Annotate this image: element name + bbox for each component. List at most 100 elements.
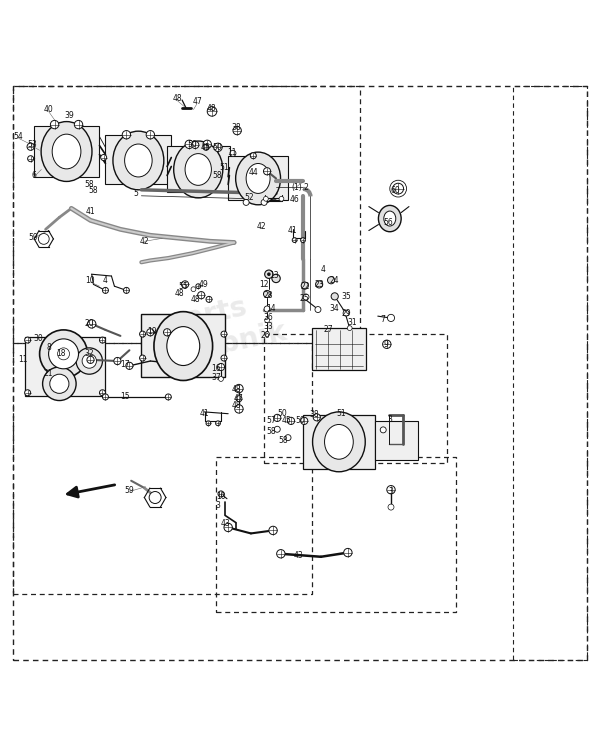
Circle shape bbox=[28, 156, 34, 162]
Circle shape bbox=[140, 331, 146, 337]
Circle shape bbox=[114, 357, 121, 365]
Text: 23: 23 bbox=[315, 280, 325, 289]
Circle shape bbox=[214, 143, 222, 151]
Circle shape bbox=[100, 337, 106, 343]
Circle shape bbox=[217, 363, 224, 371]
Circle shape bbox=[191, 141, 199, 148]
Text: 8: 8 bbox=[46, 342, 51, 352]
Text: 58: 58 bbox=[89, 186, 98, 195]
Text: 44: 44 bbox=[249, 168, 259, 177]
Circle shape bbox=[88, 320, 96, 328]
Bar bbox=[312, 328, 366, 370]
Circle shape bbox=[287, 417, 295, 424]
Circle shape bbox=[206, 421, 211, 426]
Circle shape bbox=[235, 405, 243, 413]
Text: 54: 54 bbox=[14, 132, 23, 141]
Circle shape bbox=[87, 357, 94, 363]
Circle shape bbox=[203, 140, 211, 148]
Text: 32: 32 bbox=[85, 348, 94, 358]
Circle shape bbox=[265, 270, 273, 278]
Circle shape bbox=[261, 199, 267, 205]
Text: 48: 48 bbox=[231, 401, 241, 410]
Text: 10: 10 bbox=[216, 492, 226, 501]
Text: 37: 37 bbox=[211, 373, 221, 382]
Text: 50: 50 bbox=[295, 416, 305, 425]
Text: 15: 15 bbox=[121, 392, 130, 401]
Text: 52: 52 bbox=[244, 193, 254, 202]
Text: 42: 42 bbox=[140, 236, 149, 245]
Text: 17: 17 bbox=[121, 360, 130, 369]
Circle shape bbox=[383, 340, 391, 348]
Circle shape bbox=[215, 421, 220, 426]
Text: 34: 34 bbox=[330, 304, 340, 313]
Text: 48: 48 bbox=[172, 94, 182, 104]
Text: 53: 53 bbox=[28, 140, 37, 149]
Text: 49: 49 bbox=[198, 280, 208, 289]
Text: 58: 58 bbox=[85, 180, 94, 189]
Circle shape bbox=[40, 330, 88, 377]
Text: 10: 10 bbox=[86, 276, 95, 285]
Text: 45: 45 bbox=[200, 143, 210, 152]
Circle shape bbox=[301, 417, 308, 424]
Bar bbox=[375, 421, 418, 460]
Text: 50: 50 bbox=[187, 140, 197, 149]
Circle shape bbox=[315, 307, 321, 313]
Text: 36: 36 bbox=[263, 313, 273, 322]
Circle shape bbox=[235, 384, 243, 392]
Circle shape bbox=[274, 426, 280, 432]
Circle shape bbox=[82, 354, 97, 369]
Text: 48: 48 bbox=[206, 104, 216, 113]
Text: 45: 45 bbox=[282, 416, 292, 425]
Circle shape bbox=[146, 131, 155, 139]
Text: 11: 11 bbox=[19, 355, 28, 364]
Text: 3: 3 bbox=[389, 487, 394, 496]
Circle shape bbox=[50, 374, 69, 393]
Text: 50: 50 bbox=[277, 410, 287, 419]
Bar bbox=[303, 415, 375, 468]
Text: 18: 18 bbox=[56, 348, 65, 358]
Text: 33: 33 bbox=[263, 322, 273, 331]
Circle shape bbox=[265, 332, 269, 336]
Text: 47: 47 bbox=[192, 97, 202, 107]
Circle shape bbox=[263, 168, 271, 175]
Circle shape bbox=[303, 294, 309, 300]
Ellipse shape bbox=[113, 131, 164, 189]
Circle shape bbox=[272, 275, 280, 283]
Text: 13: 13 bbox=[269, 271, 279, 280]
Circle shape bbox=[140, 355, 146, 361]
Ellipse shape bbox=[185, 154, 211, 185]
Circle shape bbox=[191, 286, 196, 292]
Text: 59: 59 bbox=[29, 233, 38, 242]
Circle shape bbox=[279, 196, 284, 201]
Circle shape bbox=[344, 548, 352, 557]
Text: 21: 21 bbox=[44, 369, 53, 377]
Circle shape bbox=[218, 491, 224, 497]
Ellipse shape bbox=[154, 312, 212, 380]
Circle shape bbox=[265, 318, 269, 323]
Circle shape bbox=[100, 389, 106, 395]
Circle shape bbox=[347, 326, 352, 330]
Circle shape bbox=[328, 277, 335, 283]
Circle shape bbox=[43, 367, 76, 401]
Text: 47: 47 bbox=[234, 394, 244, 403]
Text: 7: 7 bbox=[380, 315, 385, 324]
Circle shape bbox=[76, 348, 103, 374]
Circle shape bbox=[250, 153, 256, 159]
Circle shape bbox=[221, 331, 227, 337]
Circle shape bbox=[236, 395, 242, 402]
Text: 4: 4 bbox=[103, 276, 108, 285]
Circle shape bbox=[166, 394, 171, 400]
Circle shape bbox=[164, 329, 171, 336]
Circle shape bbox=[185, 140, 193, 148]
Text: 55: 55 bbox=[178, 282, 188, 291]
Circle shape bbox=[380, 427, 386, 433]
Text: 41: 41 bbox=[288, 226, 298, 235]
Ellipse shape bbox=[41, 122, 92, 181]
Circle shape bbox=[263, 290, 271, 298]
Text: 58: 58 bbox=[278, 436, 288, 445]
Text: 11: 11 bbox=[227, 148, 237, 157]
Text: 3: 3 bbox=[388, 416, 392, 424]
Circle shape bbox=[122, 131, 131, 139]
Circle shape bbox=[263, 196, 268, 201]
Text: 31: 31 bbox=[348, 318, 358, 327]
